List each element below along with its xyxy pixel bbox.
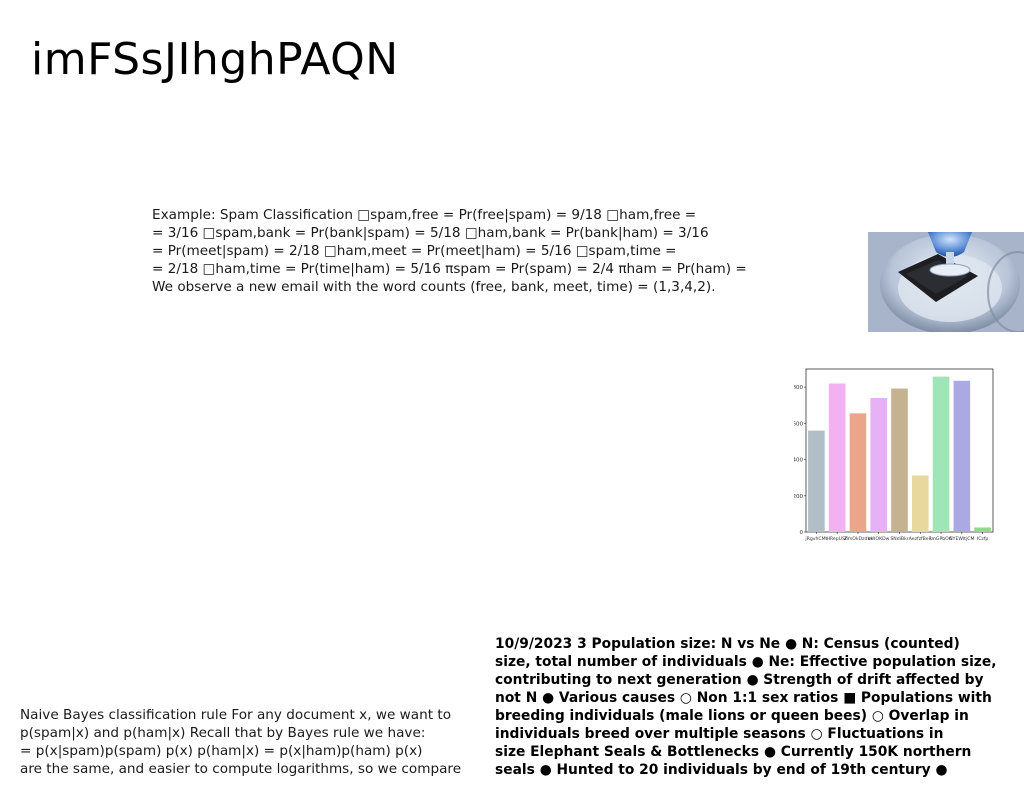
bar-bWOKDw [870,397,888,532]
text-line: size Elephant Seals & Bottlenecks ● Curr… [495,744,972,760]
text-line: 10/9/2023 3 Population size: N vs Ne ● N… [495,636,960,652]
text-line: p(spam|x) and p(ham|x) Recall that by Ba… [20,725,426,741]
text-line: individuals breed over multiple seasons … [495,726,944,742]
text-line: are the same, and easier to compute loga… [20,761,462,777]
bayes-rule-text: Naive Bayes classification rule For any … [20,706,490,778]
text-line: = p(x|spam)p(spam) p(x) p(ham|x) = p(x|h… [20,743,423,759]
x-tick-label: AezfzfBeR [909,536,933,542]
text-line: contributing to next generation ● Streng… [495,672,984,688]
bar-NYEWltjCM [953,380,971,532]
bar-ICzfp [974,527,991,532]
page-title: imFSsJIhghPAQN [31,34,399,85]
x-tick-label: ZYsOkDzdm [844,536,872,542]
text-line: We observe a new email with the word cou… [152,279,716,295]
text-line: Naive Bayes classification rule For any … [20,707,452,723]
y-tick-label: 0 [800,530,804,536]
y-tick-label: 800 [794,385,803,391]
y-tick-label: 600 [794,421,803,427]
bar-SNdiBkr [891,388,908,532]
x-tick-label: ImGPbOC [930,536,952,542]
text-line: = 2/18 □ham,time = Pr(time|ham) = 5/16 π… [152,261,747,277]
text-line: = Pr(meet|spam) = 2/18 □ham,meet = Pr(me… [152,243,677,259]
text-line: Example: Spam Classification □spam,free … [152,207,697,223]
text-line: = 3/16 □spam,bank = Pr(bank|spam) = 5/18… [152,225,709,241]
bar-jRgvhCMt [808,430,825,532]
text-line: breeding individuals (male lions or quee… [495,708,969,724]
x-tick-label: jRgvhCMt [804,536,827,542]
photo-illustration [868,232,1024,332]
bar-AezfzfBeR [911,475,929,532]
x-tick-label: SNdiBkr [890,536,908,542]
bar-chart-svg: 0 200 400 600 800 jRgvhCMt HRepUShZYsOkDzdmbWO… [793,368,994,542]
text-line: seals ● Hunted to 20 individuals by end … [495,762,948,778]
y-tick-label: 400 [794,458,803,464]
bar-ImGPbOC [932,376,950,532]
bar-ZYsOkDzdm [849,413,867,532]
text-line: not N ● Various causes ○ Non 1:1 sex rat… [495,690,992,706]
bar-HRepUSh [828,383,846,532]
bar-chart: 0 200 400 600 800 jRgvhCMt HRepUSh ZYsOkDzdm bWO… [793,364,1000,548]
glass-on-coaster-photo [868,232,1024,332]
spam-example-text: Example: Spam Classification □spam,free … [152,206,792,296]
x-tick-label: ICzfp [977,536,989,542]
x-tick-label: bWOKDw [868,536,890,542]
text-line: size, total number of individuals ● Ne: … [495,654,997,670]
population-size-text: 10/9/2023 3 Population size: N vs Ne ● N… [495,635,1024,779]
x-tick-label: NYEWltjCM [949,536,974,542]
x-tick-label: HRepUSh [826,536,847,542]
y-tick-label: 200 [794,494,803,500]
